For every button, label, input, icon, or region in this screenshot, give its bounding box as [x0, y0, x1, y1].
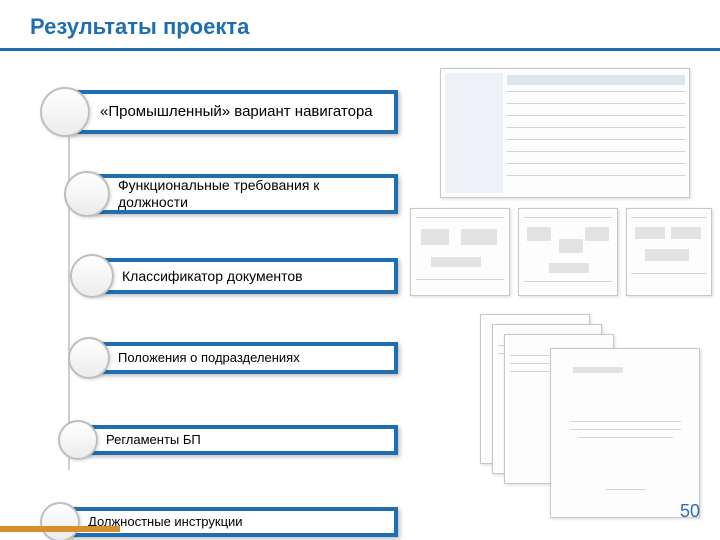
result-list: «Промышленный» вариант навигатора Функцио… — [0, 80, 420, 540]
result-item-label: Классификатор документов — [122, 268, 303, 285]
result-item-node — [58, 420, 98, 460]
result-item: Положения о подразделениях — [0, 326, 420, 390]
result-item-node — [70, 254, 114, 298]
thumb-diagram-1 — [410, 208, 510, 296]
result-item-bar: Классификатор документов — [96, 258, 398, 294]
result-item: Регламенты БП — [0, 408, 420, 472]
result-item-bar: Положения о подразделениях — [92, 342, 398, 374]
result-item-label: Функциональные требования к должности — [118, 177, 384, 211]
thumb-doc-front — [550, 348, 700, 518]
result-item-label: Регламенты БП — [106, 432, 201, 448]
thumbnail-gallery — [430, 68, 710, 508]
result-item-bar: Регламенты БП — [82, 425, 398, 455]
result-item-node — [40, 87, 90, 137]
thumb-navigator — [440, 68, 690, 198]
result-item-label: Положения о подразделениях — [118, 350, 300, 366]
thumb-diagram-3 — [626, 208, 712, 296]
page-number: 50 — [680, 501, 700, 522]
result-item: Должностные инструкции — [0, 490, 420, 540]
slide: Результаты проекта «Промышленный» вариан… — [0, 0, 720, 540]
result-item: Классификатор документов — [0, 244, 420, 308]
result-item: Функциональные требования к должности — [0, 162, 420, 226]
page-title: Результаты проекта — [30, 14, 249, 40]
result-item-bar: «Промышленный» вариант навигатора — [68, 90, 398, 134]
result-item-node — [64, 171, 110, 217]
thumb-diagram-2 — [518, 208, 618, 296]
result-item-label: «Промышленный» вариант навигатора — [100, 103, 373, 121]
title-underline — [0, 48, 720, 51]
footer-accent — [0, 526, 120, 532]
result-item-node — [68, 337, 110, 379]
result-item: «Промышленный» вариант навигатора — [0, 80, 420, 144]
result-item-bar: Функциональные требования к должности — [90, 174, 398, 214]
result-item-node — [40, 502, 80, 540]
result-item-bar: Должностные инструкции — [64, 507, 398, 537]
